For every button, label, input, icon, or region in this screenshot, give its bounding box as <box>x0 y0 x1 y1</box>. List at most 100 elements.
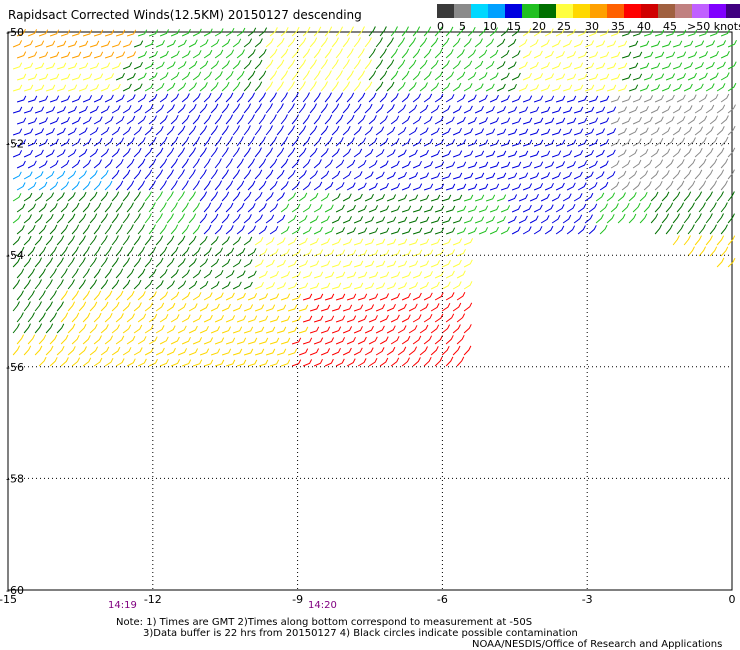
wind-barb <box>287 59 296 70</box>
wind-barb <box>45 170 55 180</box>
wind-barb <box>236 27 246 37</box>
wind-barb <box>423 313 433 323</box>
wind-barb <box>49 334 58 345</box>
wind-barb <box>254 236 264 246</box>
wind-barb <box>298 304 309 312</box>
wind-barb <box>188 280 198 290</box>
wind-barb <box>137 336 147 345</box>
wind-barb <box>390 249 401 257</box>
wind-barb <box>122 324 132 334</box>
wind-barb <box>595 128 606 136</box>
wind-barb <box>489 139 500 147</box>
wind-barb <box>654 51 665 59</box>
wind-barb <box>573 128 584 136</box>
wind-barb <box>122 62 133 70</box>
wind-barb <box>280 114 288 125</box>
wind-barb <box>269 359 280 367</box>
wind-barb <box>676 94 686 103</box>
wind-barb <box>111 105 121 114</box>
wind-barb <box>335 70 343 81</box>
wind-barb <box>595 214 604 224</box>
wind-barb <box>100 126 110 136</box>
wind-barb <box>584 84 595 92</box>
wind-barb <box>155 61 165 70</box>
wind-barb <box>500 205 511 213</box>
wind-barb <box>434 71 443 81</box>
wind-barb <box>375 238 386 246</box>
wind-barb <box>705 40 716 48</box>
wind-barb <box>639 62 650 70</box>
wind-barb <box>34 106 45 114</box>
wind-barb <box>584 62 595 70</box>
wind-barb <box>122 347 132 356</box>
wind-barb <box>452 216 463 224</box>
wind-barb <box>115 72 125 81</box>
wind-barb <box>467 227 478 235</box>
wind-barb <box>247 136 255 147</box>
wind-barb <box>23 62 34 70</box>
wind-barb <box>500 139 511 147</box>
wind-barb <box>287 348 298 356</box>
wind-barb <box>221 258 231 268</box>
wind-barb <box>302 136 311 147</box>
wind-barb <box>676 224 684 235</box>
wind-barb <box>12 128 23 136</box>
wind-barb <box>144 235 153 246</box>
wind-barb <box>188 213 197 224</box>
wind-barb <box>353 126 362 136</box>
wind-barb <box>412 249 423 257</box>
wind-barb <box>16 290 24 301</box>
wind-barb <box>555 95 566 103</box>
wind-barb <box>430 216 441 224</box>
wind-barb <box>331 215 341 224</box>
wind-barb <box>665 224 673 235</box>
wind-barb <box>324 271 335 279</box>
wind-barb <box>353 260 364 268</box>
wind-barb <box>49 268 57 279</box>
wind-barb <box>511 117 522 125</box>
wind-barb <box>650 191 659 202</box>
wind-barb <box>390 357 400 367</box>
wind-barb <box>221 60 230 70</box>
wind-barb <box>368 137 378 147</box>
wind-barb <box>511 204 521 213</box>
wind-barb <box>584 171 594 180</box>
wind-barb <box>298 59 307 70</box>
wind-barb <box>562 84 573 92</box>
wind-barb <box>375 126 385 136</box>
wind-barb <box>280 92 288 103</box>
wind-barb <box>661 62 672 70</box>
wind-barb <box>346 137 355 147</box>
wind-barb <box>529 215 539 224</box>
wind-barb <box>23 84 34 92</box>
wind-barb <box>606 149 616 158</box>
legend-label: 35 <box>611 20 625 33</box>
wind-barb <box>148 180 156 191</box>
wind-barb <box>386 171 396 180</box>
wind-barb <box>254 259 264 268</box>
wind-barb <box>89 346 99 356</box>
legend-label: >50 knots <box>687 20 740 33</box>
wind-barb <box>247 70 256 81</box>
wind-barb <box>379 115 388 125</box>
wind-barb <box>221 213 230 224</box>
wind-barb <box>324 114 333 125</box>
wind-barb <box>247 158 256 169</box>
wind-barb <box>654 137 664 147</box>
wind-barb <box>518 128 529 136</box>
wind-barb <box>346 249 357 257</box>
wind-barb <box>78 191 87 202</box>
wind-barb <box>166 169 174 180</box>
wind-barb <box>199 213 208 224</box>
wind-barb <box>104 137 114 147</box>
wind-barb <box>357 26 365 37</box>
wind-barb <box>720 202 728 213</box>
note-line-2: 3)Data buffer is 22 hrs from 20150127 4)… <box>143 628 578 639</box>
wind-barb <box>214 136 222 147</box>
wind-barb <box>357 205 367 213</box>
wind-barb <box>335 204 345 213</box>
wind-barb <box>258 92 267 103</box>
wind-barb <box>104 335 114 345</box>
wind-barb <box>181 71 191 81</box>
wind-barb <box>133 191 141 202</box>
